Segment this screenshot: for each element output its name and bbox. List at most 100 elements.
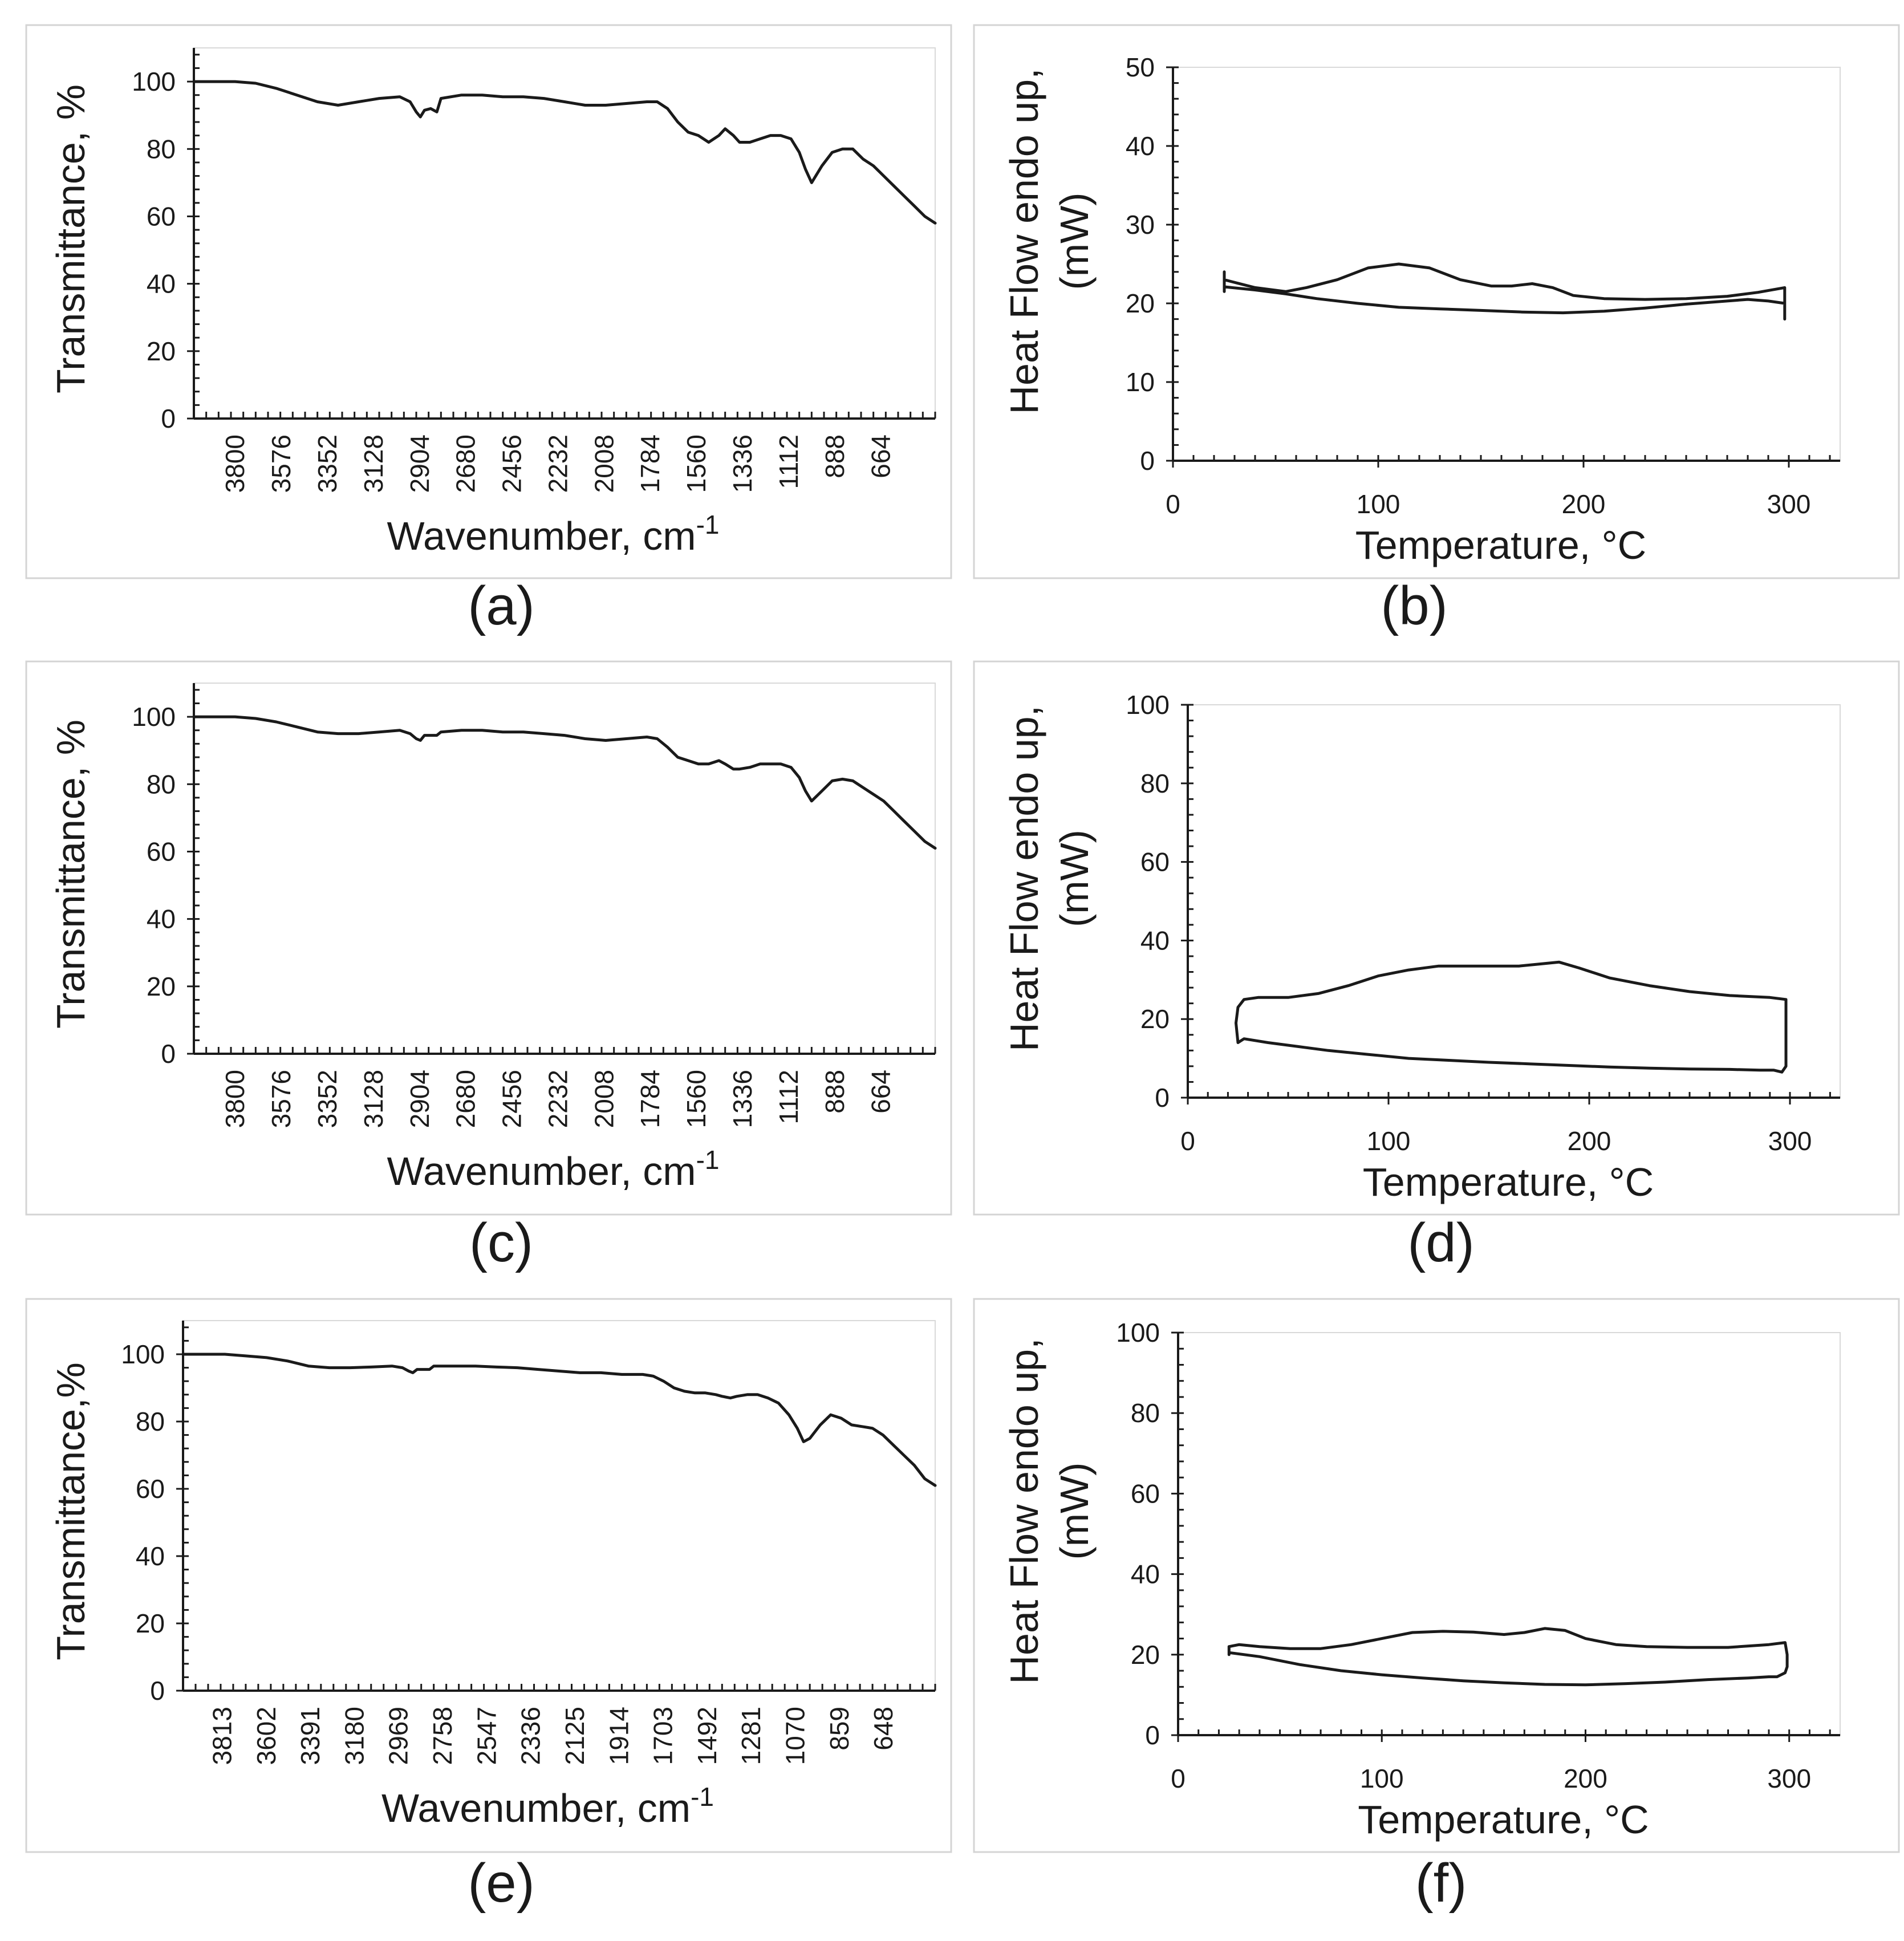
y-tick-label: 80: [136, 1407, 165, 1436]
x-tick-label: 2904: [405, 1070, 435, 1128]
x-tick-label: 2008: [589, 1070, 619, 1128]
series-line: [1223, 262, 1787, 321]
plot-area: [182, 1320, 936, 1691]
x-axis-label-text: Wavenumber, cm: [387, 514, 696, 558]
x-tick-label: 1703: [648, 1707, 678, 1765]
panel-f: 0 20 40 60 80 100 0 100 200 300 Temperature, °C Hea…: [973, 1298, 1900, 1914]
y-axis-label-unit: (mW): [1052, 192, 1097, 290]
x-tick-label: 2232: [543, 1070, 573, 1128]
x-tick-label: 3128: [359, 1070, 388, 1128]
x-axis-label-superscript: -1: [696, 510, 720, 539]
series-line: [192, 80, 937, 225]
y-axis-label: Heat Flow endo up,: [1002, 68, 1046, 414]
y-tick-label: 50: [1126, 52, 1155, 82]
x-axis-label: Temperature, °C: [1355, 523, 1646, 567]
y-tick-label: 80: [1131, 1398, 1160, 1428]
panel-a: 0 20 40 60 80 100 3800 3576 3352 3128 2904 2680 2456…: [25, 24, 952, 636]
x-tick-label: 664: [866, 435, 896, 478]
panel-label: (f): [1415, 1853, 1467, 1914]
y-tick-label: 0: [161, 404, 176, 433]
x-tick-label: 2680: [451, 1070, 481, 1128]
y-axis-label: Transmittance,%: [48, 1362, 93, 1660]
x-tick-label: 200: [1562, 489, 1606, 519]
x-tick-label: 300: [1767, 489, 1811, 519]
x-tick-label: 1492: [692, 1707, 722, 1765]
x-tick-label: 100: [1360, 1764, 1404, 1793]
x-tick-label: 200: [1564, 1764, 1607, 1793]
x-tick-label: 3576: [266, 1070, 296, 1128]
x-tick-label: 2232: [543, 435, 573, 493]
series-line: [181, 1353, 937, 1487]
series-line: [1235, 960, 1788, 1074]
y-axis-label-unit: (mW): [1052, 830, 1097, 927]
y-tick-label: 30: [1126, 210, 1155, 239]
y-tick-label: 100: [132, 67, 176, 96]
x-tick-label: 2758: [428, 1707, 457, 1765]
y-axis-label: Heat Flow endo up,: [1002, 705, 1046, 1051]
x-tick-label: 1914: [604, 1707, 634, 1765]
y-tick-label: 60: [147, 201, 176, 231]
x-tick-label: 1560: [681, 1070, 711, 1128]
x-tick-label: 100: [1357, 489, 1400, 519]
x-tick-label: 2125: [560, 1707, 590, 1765]
x-tick-label: 3602: [251, 1707, 281, 1765]
x-tick-label: 1070: [781, 1707, 810, 1765]
y-tick-label: 100: [1126, 690, 1170, 720]
x-tick-label: 100: [1367, 1126, 1411, 1156]
x-tick-label: 3180: [339, 1707, 369, 1765]
x-tick-label: 2008: [589, 435, 619, 493]
x-axis-label-text: Wavenumber, cm: [387, 1149, 696, 1193]
x-tick-label: 1784: [635, 435, 665, 493]
y-tick-label: 60: [1131, 1479, 1160, 1508]
x-tick-label: 3352: [312, 1070, 342, 1128]
y-tick-label: 80: [1140, 769, 1170, 798]
plot-area: [1178, 1332, 1841, 1736]
x-tick-label: 1336: [728, 1070, 757, 1128]
x-tick-label: 859: [825, 1707, 854, 1751]
x-tick-label: 300: [1768, 1126, 1812, 1156]
series-line: [192, 715, 937, 850]
x-tick-label: 3800: [220, 1070, 250, 1128]
y-tick-label: 40: [1126, 131, 1155, 161]
x-axis-label-text: Wavenumber, cm: [381, 1786, 691, 1830]
plot-area: [1187, 704, 1841, 1098]
x-axis-label-superscript: -1: [696, 1145, 720, 1175]
x-tick-label: 2336: [516, 1707, 546, 1765]
y-tick-label: 0: [161, 1039, 176, 1069]
x-tick-label: 3128: [359, 435, 388, 493]
y-tick-label: 20: [1140, 1004, 1170, 1034]
x-tick-label: 0: [1180, 1126, 1195, 1156]
panel-label: (e): [468, 1853, 534, 1914]
y-tick-label: 0: [150, 1676, 165, 1706]
y-tick-label: 20: [1131, 1640, 1160, 1670]
x-tick-label: 1784: [635, 1070, 665, 1128]
y-tick-label: 40: [1140, 925, 1170, 955]
x-axis-label-superscript: -1: [691, 1782, 714, 1812]
x-axis-label: Temperature, °C: [1363, 1160, 1654, 1204]
plot-area: [1172, 67, 1841, 461]
panel-label: (c): [469, 1212, 533, 1273]
x-tick-label: 1336: [728, 435, 757, 493]
y-tick-label: 40: [1131, 1560, 1160, 1589]
y-tick-label: 40: [147, 269, 176, 299]
x-axis-label: Wavenumber, cm-1: [387, 510, 720, 558]
panel-label: (d): [1407, 1212, 1474, 1273]
x-tick-label: 3352: [312, 435, 342, 493]
x-tick-label: 1112: [774, 435, 803, 489]
y-tick-label: 0: [1140, 446, 1155, 476]
x-tick-label: 664: [866, 1070, 896, 1114]
panel-c: 0 20 40 60 80 100 3800 3576 3352 3128 2904 2680 2456…: [25, 660, 952, 1273]
y-tick-label: 100: [132, 702, 176, 732]
y-tick-label: 60: [147, 837, 176, 866]
plot-area: [193, 47, 936, 419]
panel-b: 0 10 20 30 40 50 0 100 200 300 Temperature, °C Heat…: [973, 24, 1900, 636]
y-tick-label: 20: [147, 336, 176, 366]
x-tick-label: 2456: [497, 435, 527, 493]
y-tick-label: 80: [147, 134, 176, 164]
x-tick-label: 3813: [208, 1707, 237, 1765]
y-tick-label: 60: [136, 1474, 165, 1504]
y-tick-label: 20: [1126, 289, 1155, 318]
panel-label: (a): [468, 575, 534, 636]
y-axis-label: Transmittance, %: [48, 720, 93, 1029]
